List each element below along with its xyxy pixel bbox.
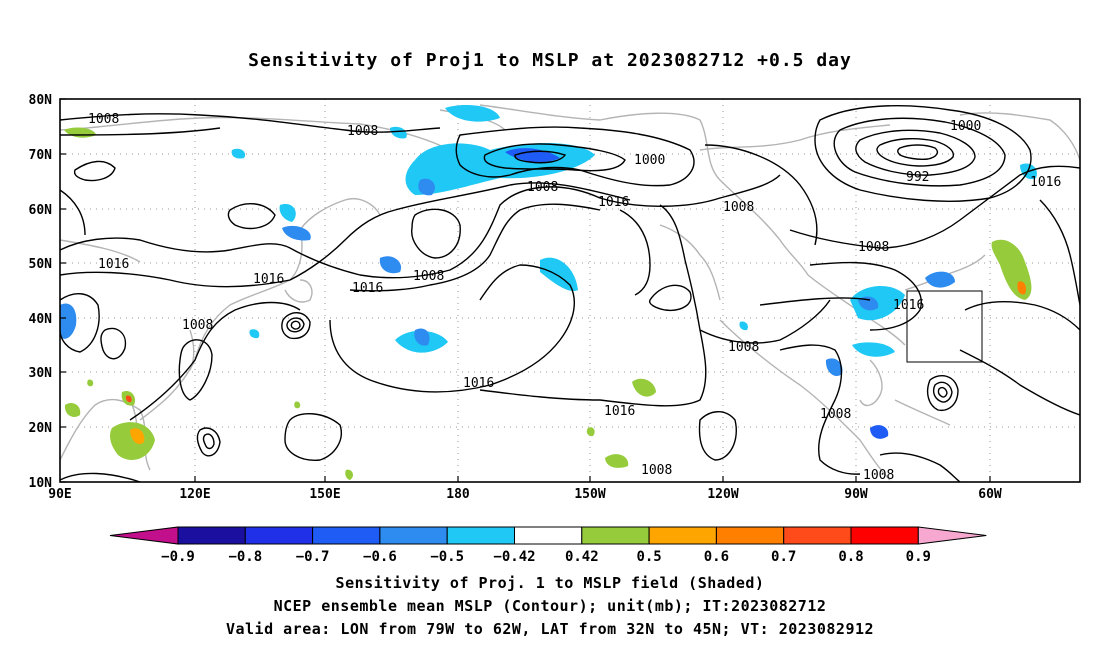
- colorbar-tick-label: 0.5: [636, 549, 661, 565]
- map-frame: [59, 98, 1081, 483]
- colorbar-tick-label: −0.42: [493, 549, 535, 565]
- contour-label: 1008: [728, 340, 759, 355]
- colorbar-tick-label: 0.8: [838, 549, 863, 565]
- lon-label: 150E: [309, 487, 340, 502]
- lat-label: 70N: [29, 148, 53, 163]
- contour-label: 1008: [347, 124, 378, 139]
- lat-label: 50N: [29, 257, 53, 272]
- colorbar-swatch: [648, 526, 717, 545]
- colorbar-swatch: [446, 526, 516, 545]
- colorbar-tick-label: 0.6: [704, 549, 729, 565]
- colorbar-swatch: [379, 526, 448, 545]
- colorbar-tick-label: 0.7: [771, 549, 796, 565]
- lat-label: 10N: [29, 476, 53, 491]
- colorbar: −0.9 −0.8 −0.7 −0.6 −0.5 −0.42 0.42 0.5 0.6 0.7 0.…: [109, 526, 987, 565]
- contour-label: 1008: [527, 180, 558, 195]
- contour-label: 1016: [604, 404, 635, 419]
- contour-label: 1008: [863, 468, 894, 483]
- lon-label: 180: [446, 487, 470, 502]
- lon-label: 120W: [707, 487, 738, 502]
- lon-label: 120E: [179, 487, 210, 502]
- colorbar-tick-label: 0.9: [906, 549, 931, 565]
- mslp-contours: [60, 105, 1080, 482]
- contour-label: 992: [906, 170, 929, 185]
- colorbar-swatch: [783, 526, 852, 545]
- lon-label: 90W: [844, 487, 868, 502]
- lat-label: 30N: [29, 366, 53, 381]
- axis-ticks: [60, 98, 991, 483]
- contour-label: 1016: [463, 376, 494, 391]
- colorbar-tick-label: −0.7: [296, 549, 330, 565]
- colorbar-swatch: [715, 526, 785, 545]
- colorbar-swatch: [312, 526, 381, 545]
- contour-label: 1016: [598, 195, 629, 210]
- contour-label: 1008: [641, 463, 672, 478]
- lat-label: 20N: [29, 421, 53, 436]
- contour-label: 1016: [893, 298, 924, 313]
- contour-label: 1016: [253, 272, 284, 287]
- lon-label: 90E: [48, 487, 71, 502]
- contour-label: 1000: [950, 119, 981, 134]
- lat-label: 60N: [29, 203, 53, 218]
- colorbar-tick-label: −0.8: [228, 549, 262, 565]
- contour-label: 1008: [858, 240, 889, 255]
- colorbar-swatch: [177, 526, 246, 545]
- chart-title: Sensitivity of Proj1 to MSLP at 20230827…: [248, 50, 852, 71]
- contour-label: 1008: [88, 112, 119, 127]
- colorbar-tick-label: 0.42: [565, 549, 599, 565]
- colorbar-low-extend: [109, 526, 179, 545]
- contour-label: 1016: [1030, 175, 1061, 190]
- contour-label: 1016: [352, 281, 383, 296]
- contour-label: 1008: [723, 200, 754, 215]
- footer-line-valid-area: Valid area: LON from 79W to 62W, LAT fro…: [225, 620, 875, 638]
- colorbar-tick-label: −0.5: [430, 549, 464, 565]
- colorbar-swatch: [514, 526, 583, 545]
- footer-line-shading: Sensitivity of Proj. 1 to MSLP field (Sh…: [335, 574, 765, 592]
- colorbar-high-extend: [917, 526, 987, 545]
- colorbar-tick-label: −0.6: [363, 549, 397, 565]
- contour-labels: 1008 1008 1000 1008 1016 1008 1000 992 1…: [88, 112, 1061, 483]
- colorbar-swatch: [244, 526, 314, 545]
- lat-label: 40N: [29, 312, 53, 327]
- contour-label: 1008: [182, 318, 213, 333]
- contour-label: 1008: [413, 269, 444, 284]
- colorbar-swatch: [581, 526, 650, 545]
- contour-label: 1000: [634, 153, 665, 168]
- colorbar-swatch: [850, 526, 919, 545]
- lon-label: 150W: [574, 487, 605, 502]
- longitude-labels: 90E 120E 150E 180 150W 120W 90W 60W: [48, 487, 1002, 502]
- colorbar-tick-label: −0.9: [161, 549, 195, 565]
- latitude-labels: 80N 70N 60N 50N 40N 30N 20N 10N: [29, 93, 53, 491]
- positive-sensitivity-shading: [64, 127, 1032, 480]
- contour-label: 1016: [98, 257, 129, 272]
- lon-label: 60W: [978, 487, 1002, 502]
- valid-area-box: [906, 290, 983, 363]
- lat-label: 80N: [29, 93, 53, 108]
- footer-line-contour: NCEP ensemble mean MSLP (Contour); unit(…: [273, 597, 827, 615]
- contour-label: 1008: [820, 407, 851, 422]
